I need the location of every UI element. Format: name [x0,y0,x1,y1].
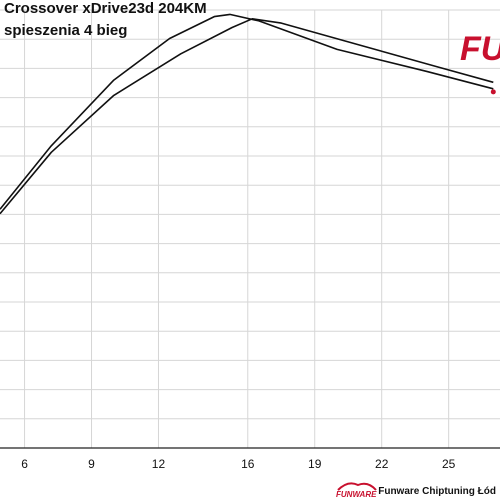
footer-text: Funware Chiptuning Łód [378,486,496,497]
x-tick-label: 22 [375,457,389,471]
x-tick-label: 25 [442,457,456,471]
chart-series [0,13,496,215]
svg-text:FU: FU [460,30,500,68]
chart-tick-labels: 6 9 12 16 19 22 25 [21,457,455,471]
chart-title-line2: spieszenia 4 bieg [4,22,128,39]
x-tick-label: 16 [241,457,255,471]
chart-title-line1: Crossover xDrive23d 204KM [4,0,207,17]
chart-grid [0,9,500,449]
svg-text:FUNWARE: FUNWARE [336,490,377,498]
series-line-1 [0,13,494,210]
funware-footer-logo-icon: FUNWARE [336,482,377,498]
x-tick-label: 9 [88,457,95,471]
series-line-2 [0,18,494,215]
x-tick-label: 12 [152,457,166,471]
x-tick-label: 19 [308,457,322,471]
x-tick-label: 6 [21,457,28,471]
funware-logo-icon: FU [460,30,500,68]
series-end-marker [490,89,496,95]
